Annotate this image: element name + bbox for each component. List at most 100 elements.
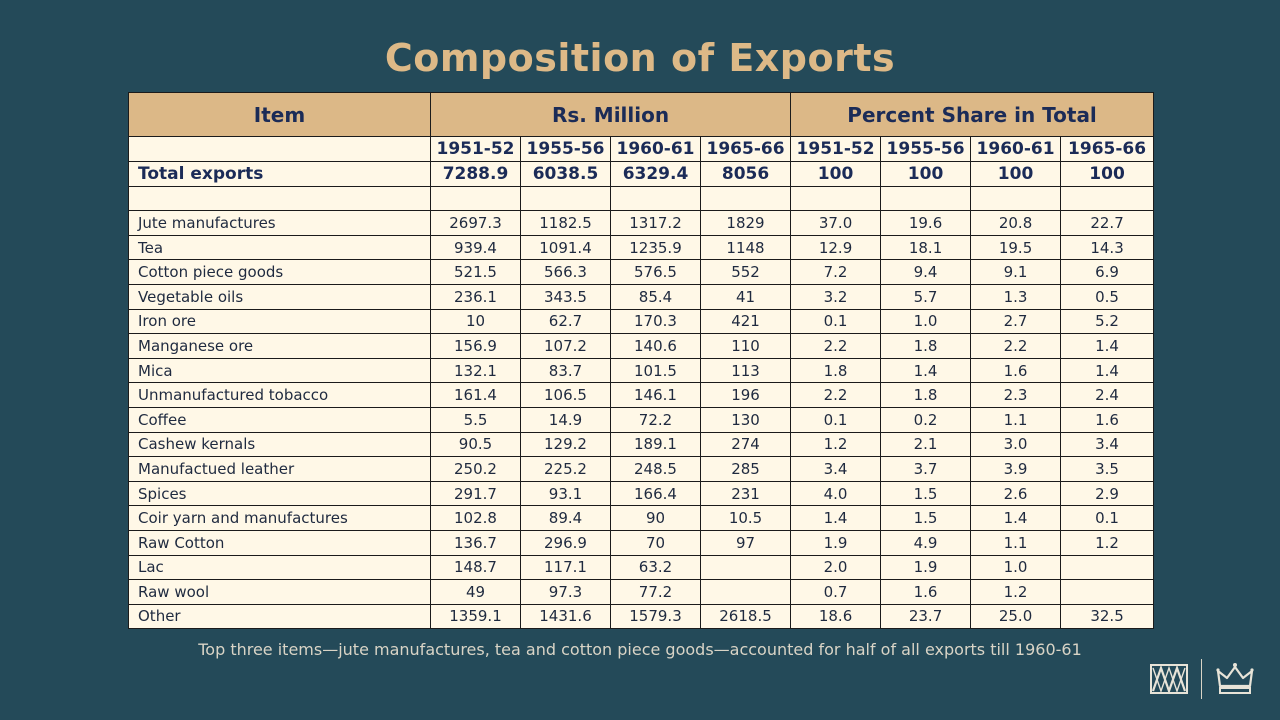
spacer-row [128, 185, 1155, 212]
value-cell: 1.4 [880, 357, 972, 384]
value-cell: 1.1 [970, 406, 1062, 433]
value-cell: 161.4 [430, 382, 521, 408]
table-row: Cashew kernals 90.5 129.2 189.1 274 1.2 2.1 3.0… [128, 431, 1155, 458]
value-cell: 32.5 [1060, 603, 1155, 630]
item-name: Mica [128, 357, 431, 384]
table-row: Coir yarn and manufactures 102.8 89.4 90 10.… [128, 505, 1155, 531]
value-cell: 2697.3 [430, 210, 521, 236]
total-value: 6329.4 [610, 161, 701, 187]
table-row: Other 1359.1 1431.6 1579.3 2618.5 18.6 23.7 25.… [128, 603, 1155, 630]
value-cell: 1.9 [880, 554, 972, 581]
value-cell: 1148 [699, 234, 792, 261]
table-row: Manufactued leather 250.2 225.2 248.5 285 3.4… [128, 456, 1155, 482]
value-cell: 4.9 [880, 529, 972, 556]
value-cell [1060, 579, 1155, 605]
value-cell: 166.4 [610, 480, 701, 507]
value-cell: 1829 [699, 210, 792, 236]
year-header: 1960-61 [970, 136, 1062, 162]
value-cell: 2.2 [790, 333, 882, 359]
total-row: Total exports 7288.9 6038.5 6329.4 8056 … [128, 161, 1155, 187]
value-cell: 1.5 [880, 480, 972, 507]
value-cell: 576.5 [610, 259, 701, 285]
year-header-blank [128, 136, 431, 162]
value-cell: 63.2 [610, 554, 701, 581]
year-header: 1965-66 [1060, 136, 1155, 162]
value-cell: 49 [430, 579, 521, 605]
value-cell: 291.7 [430, 480, 521, 507]
value-cell: 1182.5 [520, 210, 611, 236]
table-row: Spices 291.7 93.1 166.4 231 4.0 1.5 2.6 2.9 [128, 480, 1155, 507]
empty-cell [1060, 185, 1155, 212]
value-cell: 1.4 [1060, 333, 1155, 359]
value-cell: 3.5 [1060, 456, 1155, 482]
value-cell: 1.2 [970, 579, 1062, 605]
value-cell: 196 [699, 382, 792, 408]
item-name: Spices [128, 480, 431, 507]
item-name: Raw wool [128, 579, 431, 605]
value-cell: 89.4 [520, 505, 611, 531]
value-cell: 19.5 [970, 234, 1062, 261]
value-cell: 41 [699, 283, 792, 310]
value-cell: 3.4 [1060, 431, 1155, 458]
value-cell [1060, 554, 1155, 581]
value-cell: 2.0 [790, 554, 882, 581]
value-cell: 107.2 [520, 333, 611, 359]
value-cell: 225.2 [520, 456, 611, 482]
value-cell: 10.5 [699, 505, 792, 531]
table-row: Iron ore 10 62.7 170.3 421 0.1 1.0 2.7 5.2 [128, 308, 1155, 335]
value-cell: 3.2 [790, 283, 882, 310]
value-cell: 1.6 [1060, 406, 1155, 433]
value-cell: 2.2 [970, 333, 1062, 359]
value-cell: 1235.9 [610, 234, 701, 261]
value-cell: 113 [699, 357, 792, 384]
value-cell: 566.3 [520, 259, 611, 285]
item-name: Tea [128, 234, 431, 261]
value-cell [699, 554, 792, 581]
item-name: Cashew kernals [128, 431, 431, 458]
value-cell: 129.2 [520, 431, 611, 458]
table-header-row: Item Rs. Million Percent Share in Total [128, 92, 1155, 137]
value-cell: 117.1 [520, 554, 611, 581]
total-value: 8056 [699, 161, 792, 187]
empty-cell [128, 185, 431, 212]
item-name: Coir yarn and manufactures [128, 505, 431, 531]
value-cell: 285 [699, 456, 792, 482]
value-cell: 0.1 [1060, 505, 1155, 531]
item-name: Other [128, 603, 431, 630]
value-cell: 1.9 [790, 529, 882, 556]
year-header: 1965-66 [699, 136, 792, 162]
value-cell: 231 [699, 480, 792, 507]
value-cell: 343.5 [520, 283, 611, 310]
empty-cell [880, 185, 972, 212]
value-cell: 77.2 [610, 579, 701, 605]
value-cell: 22.7 [1060, 210, 1155, 236]
value-cell: 5.2 [1060, 308, 1155, 335]
value-cell: 1317.2 [610, 210, 701, 236]
value-cell: 97 [699, 529, 792, 556]
value-cell: 85.4 [610, 283, 701, 310]
value-cell: 3.7 [880, 456, 972, 482]
item-header: Item [128, 92, 431, 137]
value-cell: 0.7 [790, 579, 882, 605]
total-value: 100 [1060, 161, 1155, 187]
value-cell: 1.4 [790, 505, 882, 531]
value-cell: 3.4 [790, 456, 882, 482]
value-cell: 5.5 [430, 406, 521, 433]
value-cell: 1.4 [970, 505, 1062, 531]
value-cell: 93.1 [520, 480, 611, 507]
empty-cell [970, 185, 1062, 212]
value-cell: 3.0 [970, 431, 1062, 458]
value-cell: 101.5 [610, 357, 701, 384]
item-name: Manufactued leather [128, 456, 431, 482]
value-cell: 5.7 [880, 283, 972, 310]
value-cell: 23.7 [880, 603, 972, 630]
value-cell: 0.5 [1060, 283, 1155, 310]
value-cell: 521.5 [430, 259, 521, 285]
value-cell: 2.6 [970, 480, 1062, 507]
value-cell: 1579.3 [610, 603, 701, 630]
table-row: Mica 132.1 83.7 101.5 113 1.8 1.4 1.6 1.4 [128, 357, 1155, 384]
value-cell: 1091.4 [520, 234, 611, 261]
value-cell: 1.2 [1060, 529, 1155, 556]
table-row: Unmanufactured tobacco 161.4 106.5 146.1 196… [128, 382, 1155, 408]
value-cell: 1.5 [880, 505, 972, 531]
